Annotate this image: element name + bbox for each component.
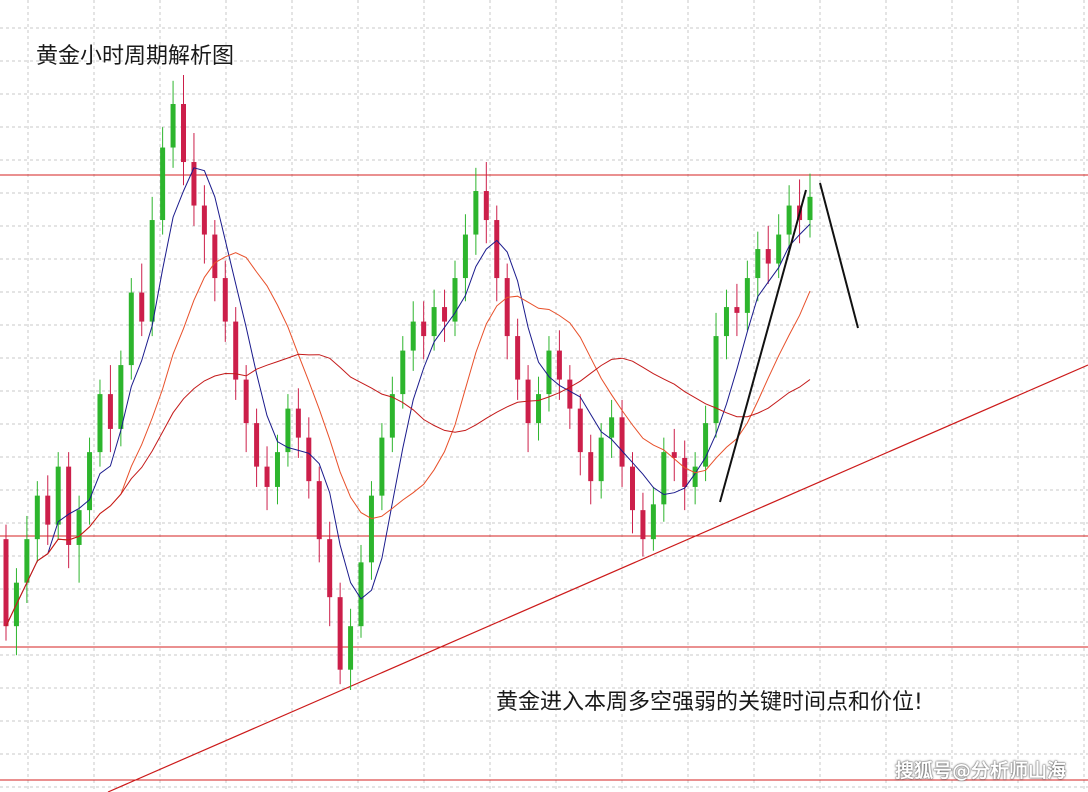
candle-body — [191, 162, 197, 206]
candle-body — [744, 278, 750, 313]
watermark: 搜狐号@分析师山海 — [894, 760, 1066, 782]
candle-body — [619, 417, 625, 467]
candle-body — [139, 292, 145, 322]
candle-body — [483, 191, 489, 221]
chart-annotation: 黄金进入本周多空强弱的关键时间点和价位! — [496, 690, 923, 715]
candle-body — [473, 191, 479, 235]
candle-body — [274, 452, 280, 487]
candle-body — [703, 423, 709, 467]
candle-body — [97, 394, 103, 453]
candle-body — [462, 234, 468, 279]
candle-body — [149, 220, 155, 322]
candle-body — [546, 350, 552, 395]
candle-body — [34, 495, 40, 540]
candle-body — [640, 510, 646, 540]
candle-body — [723, 307, 729, 337]
candle-body — [295, 408, 301, 438]
trend-line-support — [107, 364, 1088, 792]
candle-body — [807, 196, 813, 221]
candle-body — [379, 437, 385, 496]
candle-body — [327, 539, 333, 598]
candle-body — [755, 249, 761, 279]
ma-mid-line — [5, 252, 811, 627]
ma-long-line — [5, 353, 811, 627]
candle-body — [442, 307, 448, 322]
candle-body — [264, 466, 270, 487]
candle-body — [598, 437, 604, 482]
candle-body — [160, 147, 166, 221]
candle-body — [170, 104, 176, 148]
candle-body — [776, 234, 782, 264]
candle-body — [629, 466, 635, 511]
candle-body — [734, 307, 740, 313]
candle-body — [368, 495, 374, 563]
candle-body — [243, 379, 249, 424]
candle-body — [692, 466, 698, 487]
candle-body — [233, 321, 239, 380]
candle-body — [55, 466, 61, 525]
candle-body — [567, 379, 573, 409]
candle-body — [786, 205, 792, 235]
candle-body — [358, 562, 364, 627]
candle-body — [337, 597, 343, 670]
drawn-up-line — [719, 189, 807, 503]
candle-body — [3, 539, 9, 627]
ma-short-line — [5, 167, 811, 627]
chart-title: 黄金小时周期解析图 — [36, 44, 235, 69]
candle-body — [285, 408, 291, 453]
candle-body — [713, 336, 719, 424]
candle-body — [87, 452, 93, 511]
candle-body — [421, 321, 427, 337]
candle-body — [222, 278, 228, 322]
candle-body — [410, 321, 416, 351]
candle-body — [765, 249, 771, 264]
candle-body — [494, 220, 500, 279]
candle-body — [577, 408, 583, 453]
candle-body — [400, 350, 406, 395]
candle-body — [671, 452, 677, 458]
candle-body — [128, 292, 134, 366]
candle-body — [661, 452, 667, 505]
candle-body — [212, 234, 218, 279]
candle-body — [76, 510, 82, 545]
candle-body — [504, 278, 510, 337]
candle-body — [682, 457, 688, 487]
candle-body — [66, 466, 72, 545]
candle-body — [536, 394, 542, 424]
candle-body — [316, 481, 322, 540]
candle-body — [515, 336, 521, 380]
candle-body — [306, 437, 312, 482]
candle-body — [588, 452, 594, 482]
candle-body — [452, 278, 458, 322]
candle-body — [254, 423, 260, 467]
candle-body — [389, 394, 395, 438]
candle-body — [118, 365, 124, 429]
candle-body — [609, 417, 615, 438]
candle-body — [431, 307, 437, 337]
candle-body — [556, 350, 562, 380]
drawn-down-line — [819, 182, 859, 329]
candle-body — [107, 394, 113, 429]
candle-body — [348, 626, 354, 670]
candle-body — [181, 104, 187, 163]
candle-body — [24, 539, 30, 583]
candle-body — [201, 205, 207, 235]
candle-body — [650, 504, 656, 540]
candle-body — [45, 495, 51, 525]
